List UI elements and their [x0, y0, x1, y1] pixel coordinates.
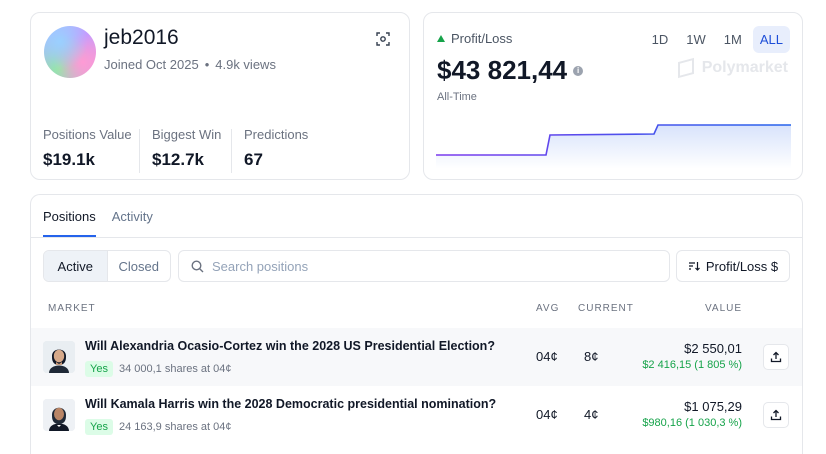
market-image [43, 399, 75, 431]
share-button[interactable] [763, 402, 789, 428]
header-value: VALUE [705, 303, 743, 314]
sparkline-area [436, 125, 791, 169]
share-button[interactable] [763, 344, 789, 370]
stat-label: Positions Value [43, 127, 132, 142]
positions-tabs: Positions Activity [43, 195, 153, 237]
trend-up-icon [437, 35, 445, 42]
search-icon [191, 259, 204, 272]
period-label: All-Time [437, 91, 477, 103]
header-current: CURRENT [578, 303, 634, 314]
view-count: 4.9k views [215, 57, 276, 72]
profit-loss-label: Profit/Loss [451, 31, 513, 46]
polymarket-logo-icon [677, 57, 694, 79]
person-photo [43, 399, 75, 431]
stat-label: Biggest Win [152, 127, 222, 142]
stat-value: $19.1k [43, 150, 95, 169]
divider [31, 237, 802, 238]
position-value: $1 075,29 [684, 399, 742, 414]
outcome-badge: Yes [85, 361, 113, 377]
status-filter: Active Closed [43, 250, 171, 282]
position-detail: Yes 34 000,1 shares at 04¢ [85, 361, 231, 377]
brand-name: Polymarket [701, 59, 788, 76]
search-input[interactable] [212, 258, 612, 274]
market-question[interactable]: Will Alexandria Ocasio-Cortez win the 20… [85, 339, 495, 353]
profit-loss-sparkline [436, 124, 791, 169]
shares-text: 34 000,1 shares at 04¢ [118, 363, 232, 375]
current-price: 4¢ [584, 407, 599, 422]
table-row[interactable]: Will Alexandria Ocasio-Cortez win the 20… [31, 328, 802, 386]
stat-predictions: Predictions 67 [244, 127, 308, 170]
range-tab-all[interactable]: ALL [752, 26, 790, 53]
meta-separator: • [204, 57, 210, 72]
joined-date: Joined Oct 2025 [104, 57, 199, 72]
avatar[interactable] [44, 26, 96, 78]
position-gain: $980,16 (1 030,3 %) [642, 417, 742, 429]
range-tab-1d[interactable]: 1D [651, 32, 669, 47]
position-value: $2 550,01 [684, 341, 742, 356]
stat-label: Predictions [244, 127, 309, 142]
header-market: MARKET [48, 303, 96, 314]
profit-loss-value: $43 821,44 [437, 55, 568, 85]
tab-activity[interactable]: Activity [111, 209, 153, 224]
avg-price: 04¢ [536, 349, 558, 364]
range-tab-1w[interactable]: 1W [686, 32, 706, 47]
profile-card: jeb2016 Joined Oct 2025 • 4.9k views Posit… [30, 12, 410, 180]
profile-meta: Joined Oct 2025 • 4.9k views [104, 57, 276, 72]
sort-icon [688, 262, 700, 271]
sparkline-line [436, 124, 791, 156]
polymarket-watermark: Polymarket [677, 57, 788, 79]
search-box [178, 250, 670, 282]
share-icon [770, 409, 782, 421]
filter-active[interactable]: Active [44, 251, 108, 281]
market-question[interactable]: Will Kamala Harris win the 2028 Democrat… [85, 397, 497, 411]
sort-label: Profit/Loss $ [705, 258, 779, 274]
profit-loss-amount: $43 821,44 i [437, 55, 584, 86]
divider [139, 129, 140, 173]
time-range-tabs: 1D 1W 1M ALL [645, 26, 790, 53]
position-gain: $2 416,15 (1 805 %) [642, 359, 742, 371]
person-photo [43, 341, 75, 373]
filter-closed[interactable]: Closed [118, 258, 159, 274]
shares-text: 24 163,9 shares at 04¢ [118, 421, 232, 433]
range-tab-1m[interactable]: 1M [723, 32, 742, 47]
market-image [43, 341, 75, 373]
stat-positions-value: Positions Value $19.1k [43, 127, 132, 170]
stat-value: 67 [244, 150, 263, 169]
profit-loss-card: Profit/Loss 1D 1W 1M ALL $43 821,44 i Al… [423, 12, 803, 180]
share-icon [770, 351, 782, 363]
username: jeb2016 [104, 26, 179, 49]
profit-loss-header: Profit/Loss [437, 31, 512, 46]
stat-value: $12.7k [152, 150, 204, 169]
header-avg: AVG [536, 303, 560, 314]
current-price: 8¢ [584, 349, 599, 364]
position-detail: Yes 24 163,9 shares at 04¢ [85, 419, 231, 435]
positions-card: Positions Activity Active Closed Profit/… [30, 194, 803, 454]
outcome-badge: Yes [85, 419, 113, 435]
sort-button[interactable]: Profit/Loss $ [676, 250, 790, 282]
avg-price: 04¢ [536, 407, 558, 422]
scan-icon[interactable] [376, 32, 390, 46]
tab-positions[interactable]: Positions [43, 195, 96, 237]
info-icon[interactable]: i [573, 65, 584, 76]
divider [231, 129, 232, 173]
stat-biggest-win: Biggest Win $12.7k [152, 127, 221, 170]
table-row[interactable]: Will Kamala Harris win the 2028 Democrat… [31, 386, 802, 444]
